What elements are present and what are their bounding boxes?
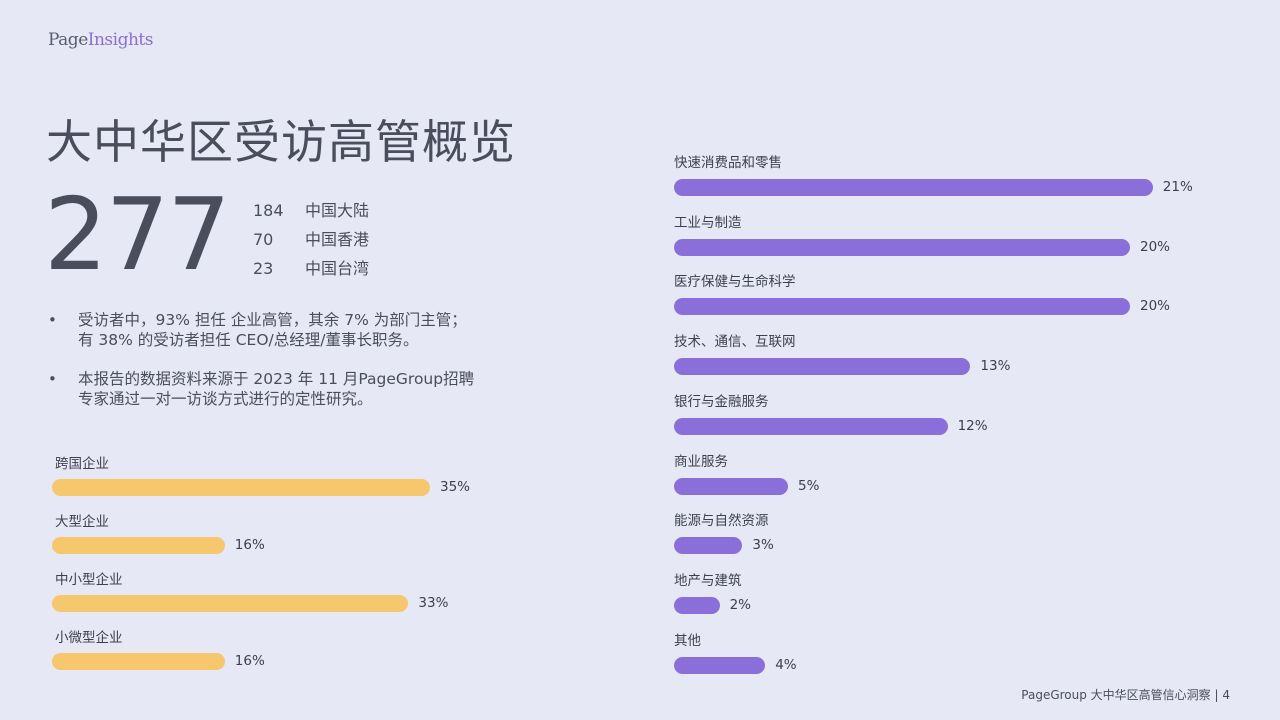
note-line: 专家通过一对一访谈方式进行的定性研究。: [78, 390, 373, 408]
footer-text: PageGroup 大中华区高管信心洞察 | 4: [1021, 688, 1230, 702]
category-label: 医疗保健与生命科学: [674, 274, 796, 291]
note-item: • 本报告的数据资料来源于 2023 年 11 月PageGroup招聘 专家通…: [48, 369, 488, 409]
category-label: 地产与建筑: [674, 572, 742, 589]
bullet-icon: •: [48, 370, 57, 388]
bar: [52, 479, 430, 496]
bullet-icon: •: [48, 311, 57, 329]
logo-part-page: Page: [48, 30, 88, 50]
region-count: 23: [253, 259, 274, 278]
category-label: 其他: [674, 632, 701, 649]
category-label: 技术、通信、互联网: [674, 334, 796, 351]
category-label: 跨国企业: [55, 456, 109, 472]
bar: [674, 537, 743, 555]
notes-list: • 受访者中，93% 担任 企业高管，其余 7% 为部门主管； 有 38% 的受…: [48, 310, 488, 428]
note-line: 受访者中，93% 担任 企业高管，其余 7% 为部门主管；: [78, 311, 467, 329]
category-label: 小微型企业: [55, 630, 123, 646]
bar: [674, 179, 1153, 196]
region-row: 70 中国香港: [253, 227, 369, 256]
bar: [674, 656, 766, 674]
bar: [52, 537, 225, 554]
bar: [52, 595, 409, 612]
data-label: 20%: [1140, 238, 1171, 255]
logo-part-insights: Insights: [87, 30, 154, 50]
bar: [674, 417, 948, 435]
region-breakdown: 184 中国大陆 70 中国香港 23 中国台湾: [253, 198, 369, 285]
bar: [674, 298, 1130, 316]
region-count: 70: [253, 230, 274, 249]
note-item: • 受访者中，93% 担任 企业高管，其余 7% 为部门主管； 有 38% 的受…: [48, 310, 488, 350]
data-label: 16%: [234, 537, 265, 553]
data-label: 35%: [440, 479, 471, 495]
data-label: 5%: [798, 477, 820, 494]
note-line: 有 38% 的受访者担任 CEO/总经理/董事长职务。: [78, 331, 419, 349]
category-label: 大型企业: [55, 514, 109, 530]
data-label: 12%: [957, 417, 988, 434]
note-line: 本报告的数据资料来源于 2023 年 11 月PageGroup招聘: [78, 370, 475, 388]
category-label: 工业与制造: [674, 214, 742, 231]
data-label: 20%: [1140, 298, 1171, 315]
logo: PageInsights: [48, 30, 153, 50]
data-label: 4%: [775, 656, 797, 673]
category-label: 银行与金融服务: [674, 393, 769, 410]
region-name: 中国大陆: [305, 201, 370, 220]
category-label: 快速消费品和零售: [674, 155, 782, 171]
data-label: 16%: [234, 653, 265, 669]
category-label: 商业服务: [674, 453, 728, 470]
data-label: 3%: [752, 537, 774, 554]
region-row: 23 中国台湾: [253, 256, 369, 285]
bar: [52, 653, 225, 670]
bar: [674, 477, 788, 495]
data-label: 33%: [418, 595, 449, 611]
bar: [674, 596, 720, 614]
category-label: 能源与自然资源: [674, 513, 769, 530]
category-label: 中小型企业: [55, 572, 123, 588]
page-title: 大中华区受访高管概览: [46, 115, 516, 169]
region-name: 中国香港: [305, 230, 370, 249]
data-label: 21%: [1162, 179, 1193, 195]
data-label: 13%: [980, 358, 1011, 375]
data-label: 2%: [729, 596, 752, 613]
region-count: 184: [253, 201, 284, 220]
total-respondents: 277: [44, 176, 231, 293]
bar: [674, 358, 971, 376]
bar: [674, 238, 1130, 256]
region-name: 中国台湾: [305, 259, 370, 278]
region-row: 184 中国大陆: [253, 198, 369, 227]
